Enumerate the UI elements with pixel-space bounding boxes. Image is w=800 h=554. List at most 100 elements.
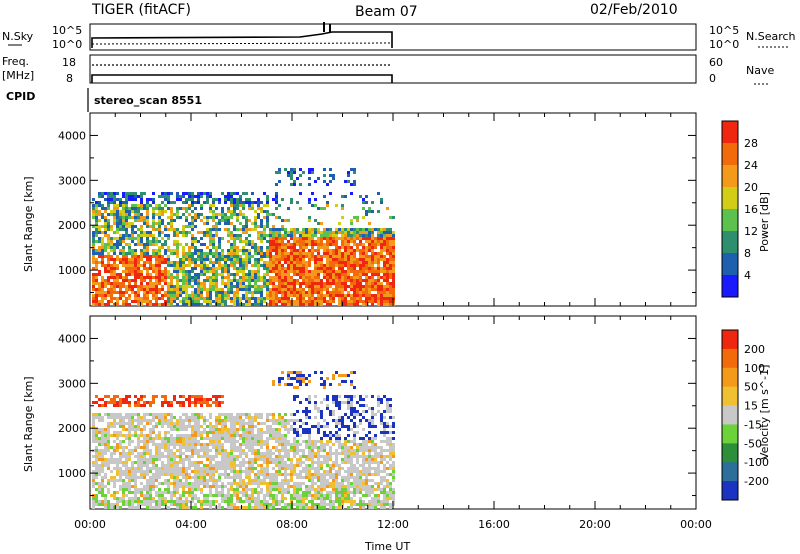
power-cell: [191, 285, 194, 288]
power-cell: [104, 231, 107, 234]
power-cell: [296, 297, 299, 300]
power-cell: [356, 249, 359, 252]
power-cell: [116, 216, 119, 219]
velocity-cell: [284, 440, 287, 443]
power-cell: [332, 297, 335, 300]
velocity-cell: [98, 452, 101, 455]
velocity-cell: [239, 455, 242, 458]
power-cell: [167, 228, 170, 231]
power-cell: [380, 291, 383, 294]
power-cell: [308, 249, 311, 252]
power-cell: [302, 258, 305, 261]
velocity-cell: [170, 491, 173, 494]
power-cell: [272, 285, 275, 288]
velocity-cell: [119, 443, 122, 446]
velocity-cell: [275, 440, 278, 443]
power-cell: [275, 198, 278, 201]
velocity-cell: [149, 452, 152, 455]
velocity-cell: [185, 482, 188, 485]
velocity-cell: [257, 440, 260, 443]
velocity-cell: [152, 485, 155, 488]
velocity-cell: [164, 443, 167, 446]
velocity-cell: [317, 491, 320, 494]
power-cell: [134, 213, 137, 216]
power-cell: [140, 285, 143, 288]
power-cell: [329, 231, 332, 234]
velocity-cell: [311, 473, 314, 476]
velocity-cell: [305, 458, 308, 461]
velocity-cell: [161, 422, 164, 425]
velocity-cell: [203, 476, 206, 479]
velocity-cell: [194, 488, 197, 491]
velocity-cell: [260, 422, 263, 425]
power-cell: [149, 234, 152, 237]
power-cell: [287, 270, 290, 273]
velocity-cell: [323, 425, 326, 428]
velocity-cell: [179, 452, 182, 455]
power-cell: [377, 285, 380, 288]
velocity-cell: [95, 461, 98, 464]
velocity-cell: [323, 461, 326, 464]
velocity-cell: [260, 413, 263, 416]
velocity-cell: [251, 479, 254, 482]
velocity-cell: [326, 455, 329, 458]
power-cell: [368, 255, 371, 258]
velocity-cell: [230, 452, 233, 455]
power-cell: [125, 288, 128, 291]
power-cell: [296, 237, 299, 240]
power-cell: [299, 183, 302, 186]
velocity-cell: [188, 485, 191, 488]
power-cell: [347, 294, 350, 297]
velocity-cell: [95, 470, 98, 473]
velocity-cell: [152, 461, 155, 464]
velocity-cell: [164, 491, 167, 494]
velocity-cell: [161, 446, 164, 449]
power-cell: [371, 288, 374, 291]
power-cell: [134, 231, 137, 234]
velocity-cell: [242, 419, 245, 422]
power-cell: [92, 225, 95, 228]
power-cell: [122, 300, 125, 303]
velocity-cell: [185, 440, 188, 443]
velocity-cell: [284, 491, 287, 494]
velocity-cell: [311, 464, 314, 467]
velocity-cell: [134, 425, 137, 428]
power-cell: [275, 234, 278, 237]
power-cell: [188, 255, 191, 258]
power-cell: [110, 225, 113, 228]
power-cell: [347, 261, 350, 264]
power-cell: [254, 291, 257, 294]
velocity-cell: [155, 437, 158, 440]
power-cell: [326, 237, 329, 240]
velocity-cell: [281, 455, 284, 458]
power-cell: [377, 297, 380, 300]
velocity-cell: [281, 461, 284, 464]
velocity-cell: [113, 449, 116, 452]
power-cell: [356, 273, 359, 276]
power-cell: [113, 297, 116, 300]
power-cell: [317, 264, 320, 267]
power-cell: [185, 291, 188, 294]
velocity-cell: [194, 470, 197, 473]
power-cell: [170, 192, 173, 195]
velocity-cell: [179, 395, 182, 398]
power-cell: [257, 246, 260, 249]
velocity-cell: [167, 437, 170, 440]
power-cell: [329, 249, 332, 252]
power-cell: [347, 237, 350, 240]
power-cell: [317, 246, 320, 249]
power-cell: [143, 291, 146, 294]
velocity-cell: [104, 437, 107, 440]
velocity-cell: [239, 485, 242, 488]
velocity-cell: [173, 446, 176, 449]
power-cell: [236, 282, 239, 285]
power-cell: [344, 231, 347, 234]
power-cell: [296, 249, 299, 252]
power-cell: [329, 300, 332, 303]
power-cell: [164, 267, 167, 270]
power-cell: [119, 294, 122, 297]
velocity-cell: [317, 467, 320, 470]
velocity-cell: [299, 461, 302, 464]
velocity-cell: [311, 503, 314, 506]
